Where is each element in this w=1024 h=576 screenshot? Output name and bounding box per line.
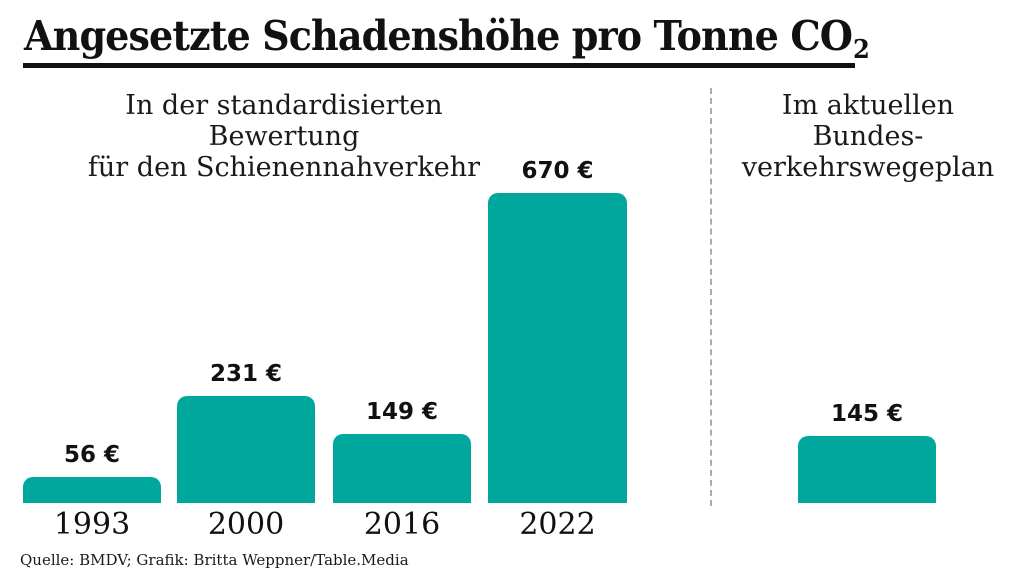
bar-group-2000: 231 € (177, 361, 315, 503)
bar-group-bundesverkehrswegeplan: 145 € (798, 401, 936, 503)
bar-bundesverkehrswegeplan (798, 436, 936, 503)
source-credit: Quelle: BMDV; Grafik: Britta Weppner/Tab… (20, 551, 409, 569)
bar-2000 (177, 396, 315, 503)
page-title: Angesetzte Schadenshöhe pro Tonne CO2 (24, 12, 870, 65)
title-underline (23, 63, 855, 68)
bar-group-2016: 149 € (333, 399, 471, 503)
bar-value-label-2016: 149 € (365, 399, 439, 425)
x-axis-label-2016: 2016 (363, 507, 441, 542)
x-axis-label-2000: 2000 (207, 507, 285, 542)
bar-value-label-bundesverkehrswegeplan: 145 € (830, 401, 904, 427)
section-divider-dashed-line (710, 88, 712, 506)
x-axis-label-2022: 2022 (519, 507, 596, 542)
bar-2022 (488, 193, 627, 503)
right-subtitle-line1: Im aktuellen Bundes- (781, 90, 955, 152)
bar-1993 (23, 477, 161, 503)
left-subtitle-line2: für den Schienennahverkehr (87, 152, 481, 183)
bar-2016 (333, 434, 471, 503)
x-axis-label-1993: 1993 (53, 507, 131, 542)
right-subtitle-line2: verkehrswegeplan (741, 152, 995, 183)
bar-group-2022: 670 € (488, 158, 627, 503)
bar-value-label-2022: 670 € (521, 158, 594, 184)
page-title-subscript: 2 (852, 35, 870, 65)
bar-group-1993: 56 € (23, 442, 161, 503)
bar-value-label-2000: 231 € (209, 361, 283, 387)
left-subtitle-line1: In der standardisierten Bewertung (125, 90, 443, 152)
bar-value-label-1993: 56 € (63, 442, 121, 468)
left-section-subtitle: In der standardisierten Bewertung für de… (60, 90, 508, 183)
page-title-text: Angesetzte Schadenshöhe pro Tonne CO (24, 12, 853, 60)
right-section-subtitle: Im aktuellen Bundes- verkehrswegeplan (728, 90, 1008, 183)
